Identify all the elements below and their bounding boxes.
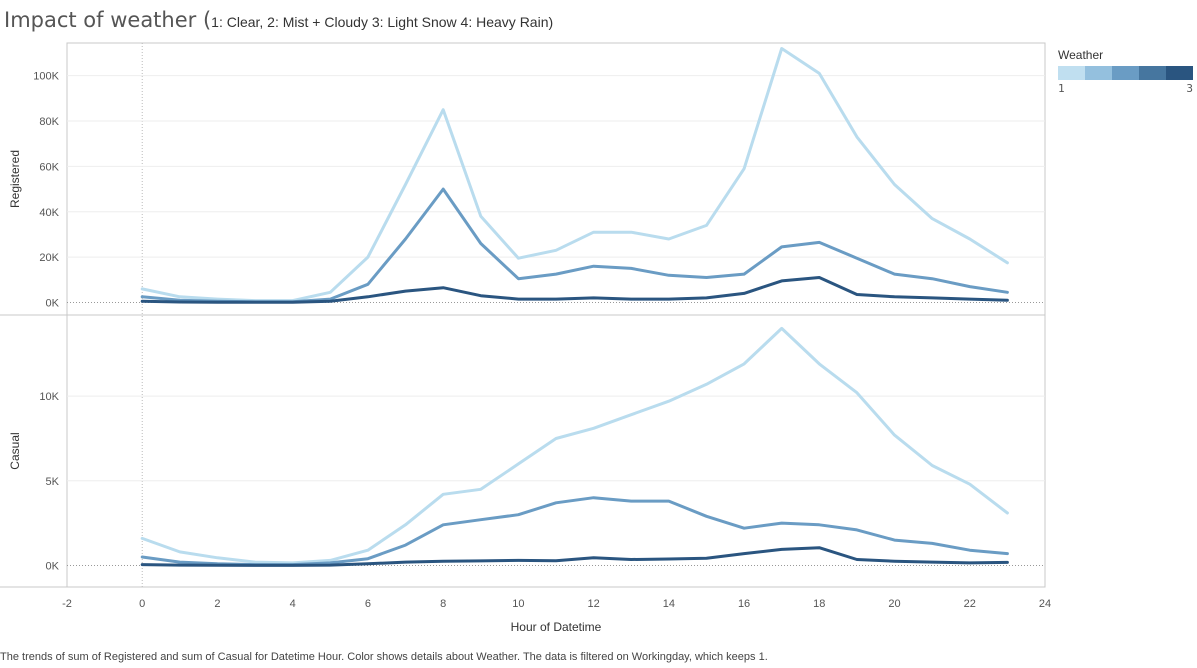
series-line-weather-2 — [140, 187, 1009, 304]
chart-title-main: Impact of weather ( — [4, 8, 212, 32]
panel-registered: 0K 20K 40K 60K 80K 100K Registered — [8, 47, 1045, 309]
weather-legend[interactable]: Weather 1 3 — [1058, 48, 1193, 95]
y-axis-label: Registered — [8, 150, 22, 208]
x-tick-label: 22 — [964, 598, 976, 610]
x-tick-label: 14 — [663, 598, 675, 610]
legend-swatch-3 — [1112, 66, 1139, 80]
x-tick-label: -2 — [62, 598, 72, 610]
y-tick-label: 100K — [33, 71, 59, 83]
chart-caption: The trends of sum of Registered and sum … — [0, 651, 768, 663]
series-line-weather-1 — [140, 47, 1009, 303]
x-tick-label: 16 — [738, 598, 750, 610]
x-tick-label: 12 — [587, 598, 599, 610]
x-tick-label: 2 — [214, 598, 220, 610]
legend-swatch-2 — [1085, 66, 1112, 80]
x-tick-label: 6 — [365, 598, 371, 610]
legend-swatch-4 — [1139, 66, 1166, 80]
x-tick-label: 8 — [440, 598, 446, 610]
legend-min-label: 1 — [1058, 82, 1065, 95]
y-tick-label: 0K — [46, 560, 60, 572]
panel-casual: 0K 5K 10K Casual — [8, 326, 1045, 572]
y-tick-label: 60K — [39, 161, 59, 173]
x-tick-label: 20 — [888, 598, 900, 610]
x-tick-label: 0 — [139, 598, 145, 610]
legend-swatch-1 — [1058, 66, 1085, 80]
series-line-weather-2 — [140, 496, 1009, 567]
x-tick-label: 10 — [512, 598, 524, 610]
chart-title: Impact of weather (1: Clear, 2: Mist + C… — [4, 8, 553, 32]
series-line-weather-3 — [140, 546, 1009, 567]
x-axis-label: Hour of Datetime — [511, 620, 602, 634]
y-tick-label: 80K — [39, 116, 59, 128]
legend-color-ramp — [1058, 66, 1193, 80]
legend-title: Weather — [1058, 48, 1104, 62]
y-tick-label: 0K — [46, 297, 60, 309]
series-line-weather-3 — [140, 276, 1009, 304]
legend-swatch-5 — [1166, 66, 1193, 80]
y-tick-label: 10K — [39, 391, 59, 403]
x-tick-label: 4 — [290, 598, 296, 610]
series-line-weather-1 — [140, 326, 1009, 565]
y-tick-label: 20K — [39, 252, 59, 264]
y-tick-label: 5K — [46, 476, 60, 488]
chart-title-sub: 1: Clear, 2: Mist + Cloudy 3: Light Snow… — [211, 14, 554, 30]
x-tick-label: 24 — [1039, 598, 1051, 610]
x-tick-label: 18 — [813, 598, 825, 610]
y-axis-label: Casual — [8, 432, 22, 469]
legend-max-label: 3 — [1186, 82, 1193, 95]
y-tick-label: 40K — [39, 207, 59, 219]
